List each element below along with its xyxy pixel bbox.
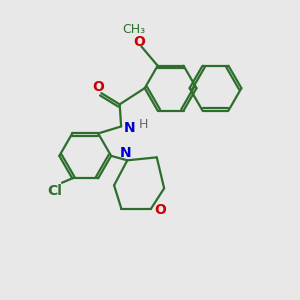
Text: Cl: Cl	[47, 184, 62, 198]
Text: CH₃: CH₃	[122, 23, 146, 36]
Text: H: H	[139, 118, 148, 131]
Text: O: O	[154, 203, 166, 218]
Text: N: N	[120, 146, 132, 160]
Text: O: O	[92, 80, 104, 94]
Text: O: O	[133, 34, 145, 49]
Text: N: N	[124, 121, 135, 135]
